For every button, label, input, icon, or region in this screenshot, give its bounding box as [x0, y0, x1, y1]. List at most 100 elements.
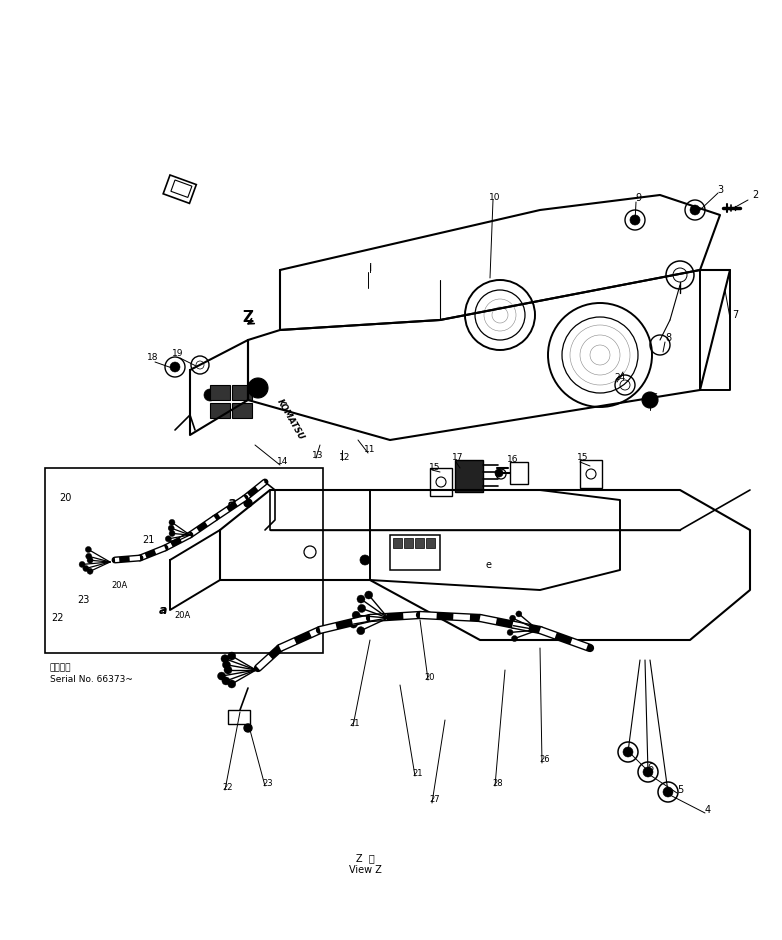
Circle shape [244, 499, 252, 507]
Circle shape [217, 672, 225, 680]
Circle shape [85, 546, 91, 553]
Text: 28: 28 [493, 778, 504, 788]
Text: a: a [160, 605, 166, 615]
Text: 20A: 20A [112, 581, 128, 589]
Circle shape [642, 392, 658, 408]
Circle shape [630, 215, 640, 225]
Bar [390, 535, 440, 570]
Text: 21: 21 [413, 769, 423, 777]
Text: Z: Z [242, 310, 253, 325]
Text: 20A: 20A [175, 610, 191, 619]
Circle shape [87, 569, 93, 574]
Circle shape [204, 389, 216, 401]
Text: 17: 17 [452, 453, 464, 462]
Circle shape [248, 378, 268, 398]
Text: KOMATSU: KOMATSU [274, 398, 305, 442]
Text: 4: 4 [705, 805, 711, 815]
Circle shape [643, 767, 653, 777]
Text: 25: 25 [647, 394, 658, 402]
Bar [228, 710, 250, 724]
Text: 11: 11 [364, 446, 375, 455]
Text: Serial No. 66373~: Serial No. 66373~ [50, 676, 133, 684]
Circle shape [228, 680, 235, 688]
Text: 9: 9 [635, 193, 641, 203]
Text: I: I [368, 263, 371, 273]
Circle shape [352, 611, 361, 619]
Text: 3: 3 [717, 185, 723, 195]
Text: 18: 18 [147, 353, 159, 363]
Circle shape [169, 530, 175, 537]
Text: 21: 21 [142, 535, 154, 545]
Circle shape [510, 615, 515, 621]
Bar [415, 538, 424, 548]
Bar [232, 403, 252, 418]
Text: 16: 16 [508, 456, 518, 464]
Text: 23: 23 [263, 778, 274, 788]
Circle shape [169, 520, 175, 525]
Text: 26: 26 [540, 756, 551, 764]
Circle shape [516, 611, 522, 617]
Circle shape [165, 536, 171, 541]
Circle shape [221, 655, 229, 663]
Circle shape [364, 591, 373, 599]
Text: 14: 14 [278, 458, 289, 466]
Bar [210, 403, 230, 418]
Text: 27: 27 [429, 795, 440, 805]
Text: a: a [228, 496, 236, 509]
Text: 適用号機: 適用号機 [50, 664, 71, 672]
Circle shape [350, 620, 357, 628]
Circle shape [495, 469, 503, 477]
Circle shape [169, 540, 175, 546]
Bar [210, 385, 230, 400]
Circle shape [663, 787, 673, 797]
Text: View Z: View Z [349, 865, 382, 875]
Bar [232, 385, 252, 400]
Text: 22: 22 [51, 613, 63, 623]
Text: 7: 7 [732, 310, 738, 320]
Circle shape [170, 362, 180, 372]
Bar [171, 180, 192, 197]
Circle shape [228, 652, 235, 660]
Text: 2: 2 [752, 190, 758, 200]
Text: e: e [485, 560, 491, 570]
Bar [404, 538, 413, 548]
Text: 12: 12 [339, 453, 350, 462]
Circle shape [222, 661, 231, 668]
Text: 21: 21 [350, 718, 361, 728]
Bar [455, 460, 483, 492]
Text: 6: 6 [647, 763, 653, 773]
Bar [163, 175, 196, 203]
Text: 19: 19 [172, 350, 184, 358]
Circle shape [222, 677, 230, 685]
Circle shape [83, 566, 89, 572]
Text: Z  矢: Z 矢 [356, 853, 375, 863]
Text: a: a [159, 603, 167, 617]
Circle shape [360, 555, 370, 565]
Circle shape [357, 595, 365, 603]
Circle shape [690, 205, 700, 215]
Circle shape [79, 561, 85, 568]
Text: I: I [368, 265, 371, 275]
Circle shape [357, 604, 366, 613]
Text: 10: 10 [490, 193, 500, 201]
Circle shape [511, 622, 516, 629]
Text: 5: 5 [677, 785, 683, 795]
Bar [510, 462, 528, 484]
Text: 15: 15 [429, 463, 441, 473]
Text: 20: 20 [59, 493, 71, 503]
Bar [430, 468, 452, 496]
Circle shape [357, 627, 365, 634]
Text: 22: 22 [223, 782, 233, 791]
Circle shape [244, 724, 252, 732]
Text: a: a [227, 500, 233, 510]
Circle shape [623, 747, 633, 757]
Circle shape [507, 630, 513, 635]
Circle shape [511, 635, 518, 642]
Circle shape [87, 557, 93, 563]
Text: 8: 8 [665, 333, 671, 343]
Text: 20: 20 [425, 673, 436, 682]
Text: 24: 24 [615, 373, 626, 383]
Circle shape [168, 525, 174, 531]
Bar [45, 468, 323, 653]
Bar [580, 460, 602, 488]
